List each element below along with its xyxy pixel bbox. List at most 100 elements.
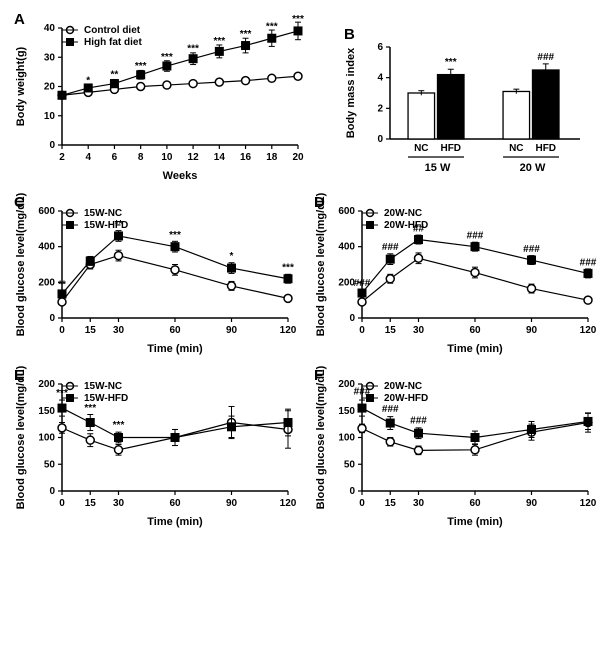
svg-text:0: 0 bbox=[59, 498, 65, 509]
panel-F: 050100150200015306090120Time (min)Blood … bbox=[310, 366, 600, 531]
svg-text:0: 0 bbox=[349, 313, 355, 324]
svg-text:*: * bbox=[86, 76, 90, 87]
svg-text:0: 0 bbox=[377, 134, 383, 145]
svg-text:0: 0 bbox=[49, 140, 55, 151]
svg-text:150: 150 bbox=[38, 406, 55, 417]
panel-C: 0200400600015306090120Time (min)Blood gl… bbox=[10, 193, 310, 358]
svg-text:###: ### bbox=[467, 231, 484, 242]
svg-text:15 W: 15 W bbox=[425, 162, 451, 174]
svg-text:6: 6 bbox=[377, 42, 383, 53]
svg-text:###: ### bbox=[410, 416, 427, 427]
svg-text:4: 4 bbox=[377, 73, 383, 84]
svg-text:15W-HFD: 15W-HFD bbox=[84, 220, 128, 231]
svg-text:15: 15 bbox=[385, 325, 397, 336]
svg-text:120: 120 bbox=[280, 325, 297, 336]
svg-text:200: 200 bbox=[38, 379, 55, 390]
svg-text:16: 16 bbox=[240, 152, 252, 163]
svg-text:30: 30 bbox=[113, 498, 125, 509]
svg-text:90: 90 bbox=[526, 325, 538, 336]
svg-text:Blood glucose level(mg/dL): Blood glucose level(mg/dL) bbox=[315, 193, 327, 336]
svg-text:***: *** bbox=[445, 57, 457, 68]
svg-text:0: 0 bbox=[59, 325, 65, 336]
svg-text:100: 100 bbox=[38, 433, 55, 444]
svg-text:NC: NC bbox=[509, 143, 523, 154]
svg-text:30: 30 bbox=[413, 498, 425, 509]
svg-text:15W-HFD: 15W-HFD bbox=[84, 393, 128, 404]
svg-text:10: 10 bbox=[161, 152, 173, 163]
panel-D: 0200400600015306090120Time (min)Blood gl… bbox=[310, 193, 600, 358]
svg-text:D: D bbox=[314, 194, 325, 211]
svg-text:0: 0 bbox=[359, 498, 365, 509]
svg-text:NC: NC bbox=[414, 143, 428, 154]
svg-text:120: 120 bbox=[580, 498, 597, 509]
svg-text:Time (min): Time (min) bbox=[447, 343, 503, 355]
svg-text:***: *** bbox=[169, 230, 181, 241]
svg-text:###: ### bbox=[354, 278, 371, 289]
svg-text:###: ### bbox=[580, 257, 597, 268]
svg-text:20: 20 bbox=[292, 152, 304, 163]
svg-text:20W-NC: 20W-NC bbox=[384, 208, 422, 219]
svg-text:90: 90 bbox=[226, 325, 238, 336]
svg-text:60: 60 bbox=[169, 498, 181, 509]
svg-text:***: *** bbox=[84, 403, 96, 414]
svg-text:###: ### bbox=[537, 52, 554, 63]
svg-text:High fat diet: High fat diet bbox=[84, 37, 142, 48]
svg-text:Time (min): Time (min) bbox=[447, 516, 503, 528]
svg-text:Control diet: Control diet bbox=[84, 25, 141, 36]
svg-text:50: 50 bbox=[44, 459, 56, 470]
svg-text:***: *** bbox=[240, 29, 252, 40]
svg-text:0: 0 bbox=[49, 486, 55, 497]
svg-text:***: *** bbox=[282, 263, 294, 274]
svg-text:***: *** bbox=[187, 43, 199, 54]
svg-text:0: 0 bbox=[49, 313, 55, 324]
svg-text:90: 90 bbox=[526, 498, 538, 509]
svg-text:***: *** bbox=[266, 21, 278, 32]
svg-text:10: 10 bbox=[44, 111, 56, 122]
svg-text:###: ### bbox=[382, 242, 399, 253]
svg-text:400: 400 bbox=[38, 242, 55, 253]
svg-text:C: C bbox=[14, 194, 25, 211]
svg-text:30: 30 bbox=[113, 325, 125, 336]
svg-text:Blood glucose level(mg/dL): Blood glucose level(mg/dL) bbox=[315, 366, 327, 509]
svg-text:HFD: HFD bbox=[440, 143, 461, 154]
svg-text:0: 0 bbox=[359, 325, 365, 336]
svg-text:***: *** bbox=[213, 36, 225, 47]
svg-text:400: 400 bbox=[338, 242, 355, 253]
panel-B: 0246Body mass indexNC***HFD15 WNC###HFD2… bbox=[310, 10, 600, 185]
svg-text:###: ### bbox=[382, 404, 399, 415]
svg-text:90: 90 bbox=[226, 498, 238, 509]
svg-text:20W-HFD: 20W-HFD bbox=[384, 393, 428, 404]
svg-text:A: A bbox=[14, 11, 25, 28]
svg-text:14: 14 bbox=[214, 152, 226, 163]
svg-text:4: 4 bbox=[85, 152, 91, 163]
svg-text:**: ** bbox=[111, 70, 119, 81]
panel-A: 0102030402468101214161820WeeksBody weigh… bbox=[10, 10, 310, 185]
svg-text:Blood glucose level(mg/dL): Blood glucose level(mg/dL) bbox=[15, 366, 27, 509]
svg-text:*: * bbox=[230, 251, 234, 262]
svg-text:***: *** bbox=[161, 52, 173, 63]
svg-text:E: E bbox=[14, 367, 24, 384]
svg-text:60: 60 bbox=[469, 498, 481, 509]
svg-text:60: 60 bbox=[169, 325, 181, 336]
svg-text:Body mass index: Body mass index bbox=[345, 47, 357, 138]
svg-text:20W-NC: 20W-NC bbox=[384, 381, 422, 392]
svg-text:600: 600 bbox=[338, 206, 355, 217]
svg-text:60: 60 bbox=[469, 325, 481, 336]
svg-text:6: 6 bbox=[112, 152, 118, 163]
svg-text:2: 2 bbox=[59, 152, 65, 163]
svg-text:15: 15 bbox=[385, 498, 397, 509]
svg-text:***: *** bbox=[292, 14, 304, 25]
svg-text:120: 120 bbox=[280, 498, 297, 509]
svg-text:F: F bbox=[314, 367, 323, 384]
svg-text:Body weight(g): Body weight(g) bbox=[15, 46, 27, 126]
svg-text:15: 15 bbox=[85, 325, 97, 336]
svg-text:2: 2 bbox=[377, 103, 383, 114]
svg-text:0: 0 bbox=[349, 486, 355, 497]
svg-text:12: 12 bbox=[188, 152, 200, 163]
panel-E: 050100150200015306090120Time (min)Blood … bbox=[10, 366, 310, 531]
svg-text:B: B bbox=[344, 26, 355, 43]
svg-text:**: ** bbox=[58, 280, 66, 291]
figure-grid: 0102030402468101214161820WeeksBody weigh… bbox=[10, 10, 593, 539]
svg-text:***: *** bbox=[113, 420, 125, 431]
svg-text:Time (min): Time (min) bbox=[147, 516, 203, 528]
